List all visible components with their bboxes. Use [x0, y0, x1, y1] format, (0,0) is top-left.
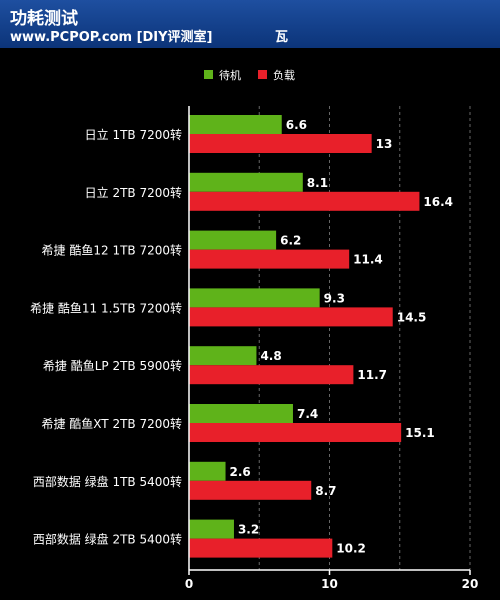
data-label-idle: 2.6 — [230, 465, 251, 479]
bar-idle — [189, 172, 303, 192]
x-tick-label: 20 — [462, 577, 479, 591]
chart-subtitle: www.PCPOP.com [DIY评测室] — [10, 30, 213, 45]
data-label-load: 13 — [376, 137, 393, 151]
bar-load — [189, 480, 312, 500]
bar-idle — [189, 115, 282, 134]
bar-idle — [189, 288, 320, 308]
bar-load — [189, 134, 372, 153]
bar-idle — [189, 346, 257, 366]
data-label-load: 15.1 — [405, 426, 435, 440]
data-label-load: 14.5 — [397, 310, 427, 324]
data-label-idle: 8.1 — [307, 176, 328, 190]
bar-idle — [189, 404, 293, 423]
data-label-idle: 4.8 — [260, 349, 281, 363]
category-label: 希捷 酷鱼12 1TB 7200转 — [42, 243, 182, 258]
data-label-load: 11.4 — [353, 253, 383, 267]
data-label-load: 10.2 — [336, 542, 366, 556]
data-label-idle: 6.2 — [280, 234, 301, 248]
data-label-idle: 7.4 — [297, 407, 318, 421]
data-label-idle: 9.3 — [324, 291, 345, 305]
x-tick-label: 10 — [321, 577, 338, 591]
bar-load — [189, 307, 393, 327]
bar-idle — [189, 461, 226, 481]
category-label: 希捷 酷鱼XT 2TB 7200转 — [41, 416, 182, 431]
legend-label-idle: 待机 — [219, 68, 241, 82]
bar-chart: 待机 负载 6.6 13 日立 1TB 7200转 8.1 16.4 日立 2TB 7200转… — [30, 68, 479, 591]
data-label-load: 16.4 — [423, 195, 453, 209]
chart-header: 功耗测试 www.PCPOP.com [DIY评测室] 瓦 — [0, 0, 500, 48]
bar-load — [189, 538, 333, 558]
data-label-idle: 3.2 — [238, 523, 259, 537]
legend-swatch-load — [258, 70, 267, 79]
bar-load — [189, 365, 354, 385]
legend-label-load: 负载 — [273, 68, 295, 82]
bar-idle — [189, 230, 277, 250]
bar-load — [189, 249, 350, 269]
data-label-load: 8.7 — [315, 484, 336, 498]
bar-load — [189, 423, 402, 442]
category-label: 日立 2TB 7200转 — [85, 185, 182, 200]
chart-title: 功耗测试 — [10, 9, 78, 29]
x-tick-label: 0 — [185, 577, 193, 591]
data-label-idle: 6.6 — [286, 118, 307, 132]
category-label: 日立 1TB 7200转 — [85, 127, 182, 142]
category-label: 希捷 酷鱼LP 2TB 5900转 — [43, 358, 182, 373]
category-label: 西部数据 绿盘 2TB 5400转 — [33, 532, 182, 547]
legend-swatch-idle — [204, 70, 213, 79]
bar-idle — [189, 519, 234, 539]
bar-load — [189, 191, 420, 211]
data-label-load: 11.7 — [357, 368, 387, 382]
category-label: 希捷 酷鱼11 1.5TB 7200转 — [30, 300, 182, 315]
unit-label: 瓦 — [275, 30, 289, 45]
category-label: 西部数据 绿盘 1TB 5400转 — [33, 474, 182, 489]
